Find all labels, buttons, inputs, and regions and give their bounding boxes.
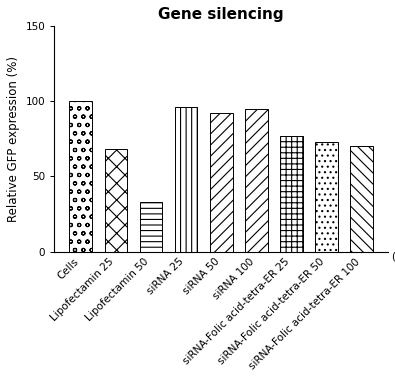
Bar bbox=[105, 149, 127, 252]
Bar bbox=[175, 107, 198, 252]
Bar bbox=[315, 142, 338, 252]
Text: (nM): (nM) bbox=[391, 252, 395, 262]
Bar bbox=[139, 202, 162, 252]
Title: Gene silencing: Gene silencing bbox=[158, 7, 284, 22]
Y-axis label: Relative GFP expression (%): Relative GFP expression (%) bbox=[7, 56, 20, 222]
Bar bbox=[245, 108, 268, 252]
Bar bbox=[210, 113, 233, 252]
Bar bbox=[280, 136, 303, 252]
Bar bbox=[350, 146, 373, 252]
Bar bbox=[70, 101, 92, 252]
